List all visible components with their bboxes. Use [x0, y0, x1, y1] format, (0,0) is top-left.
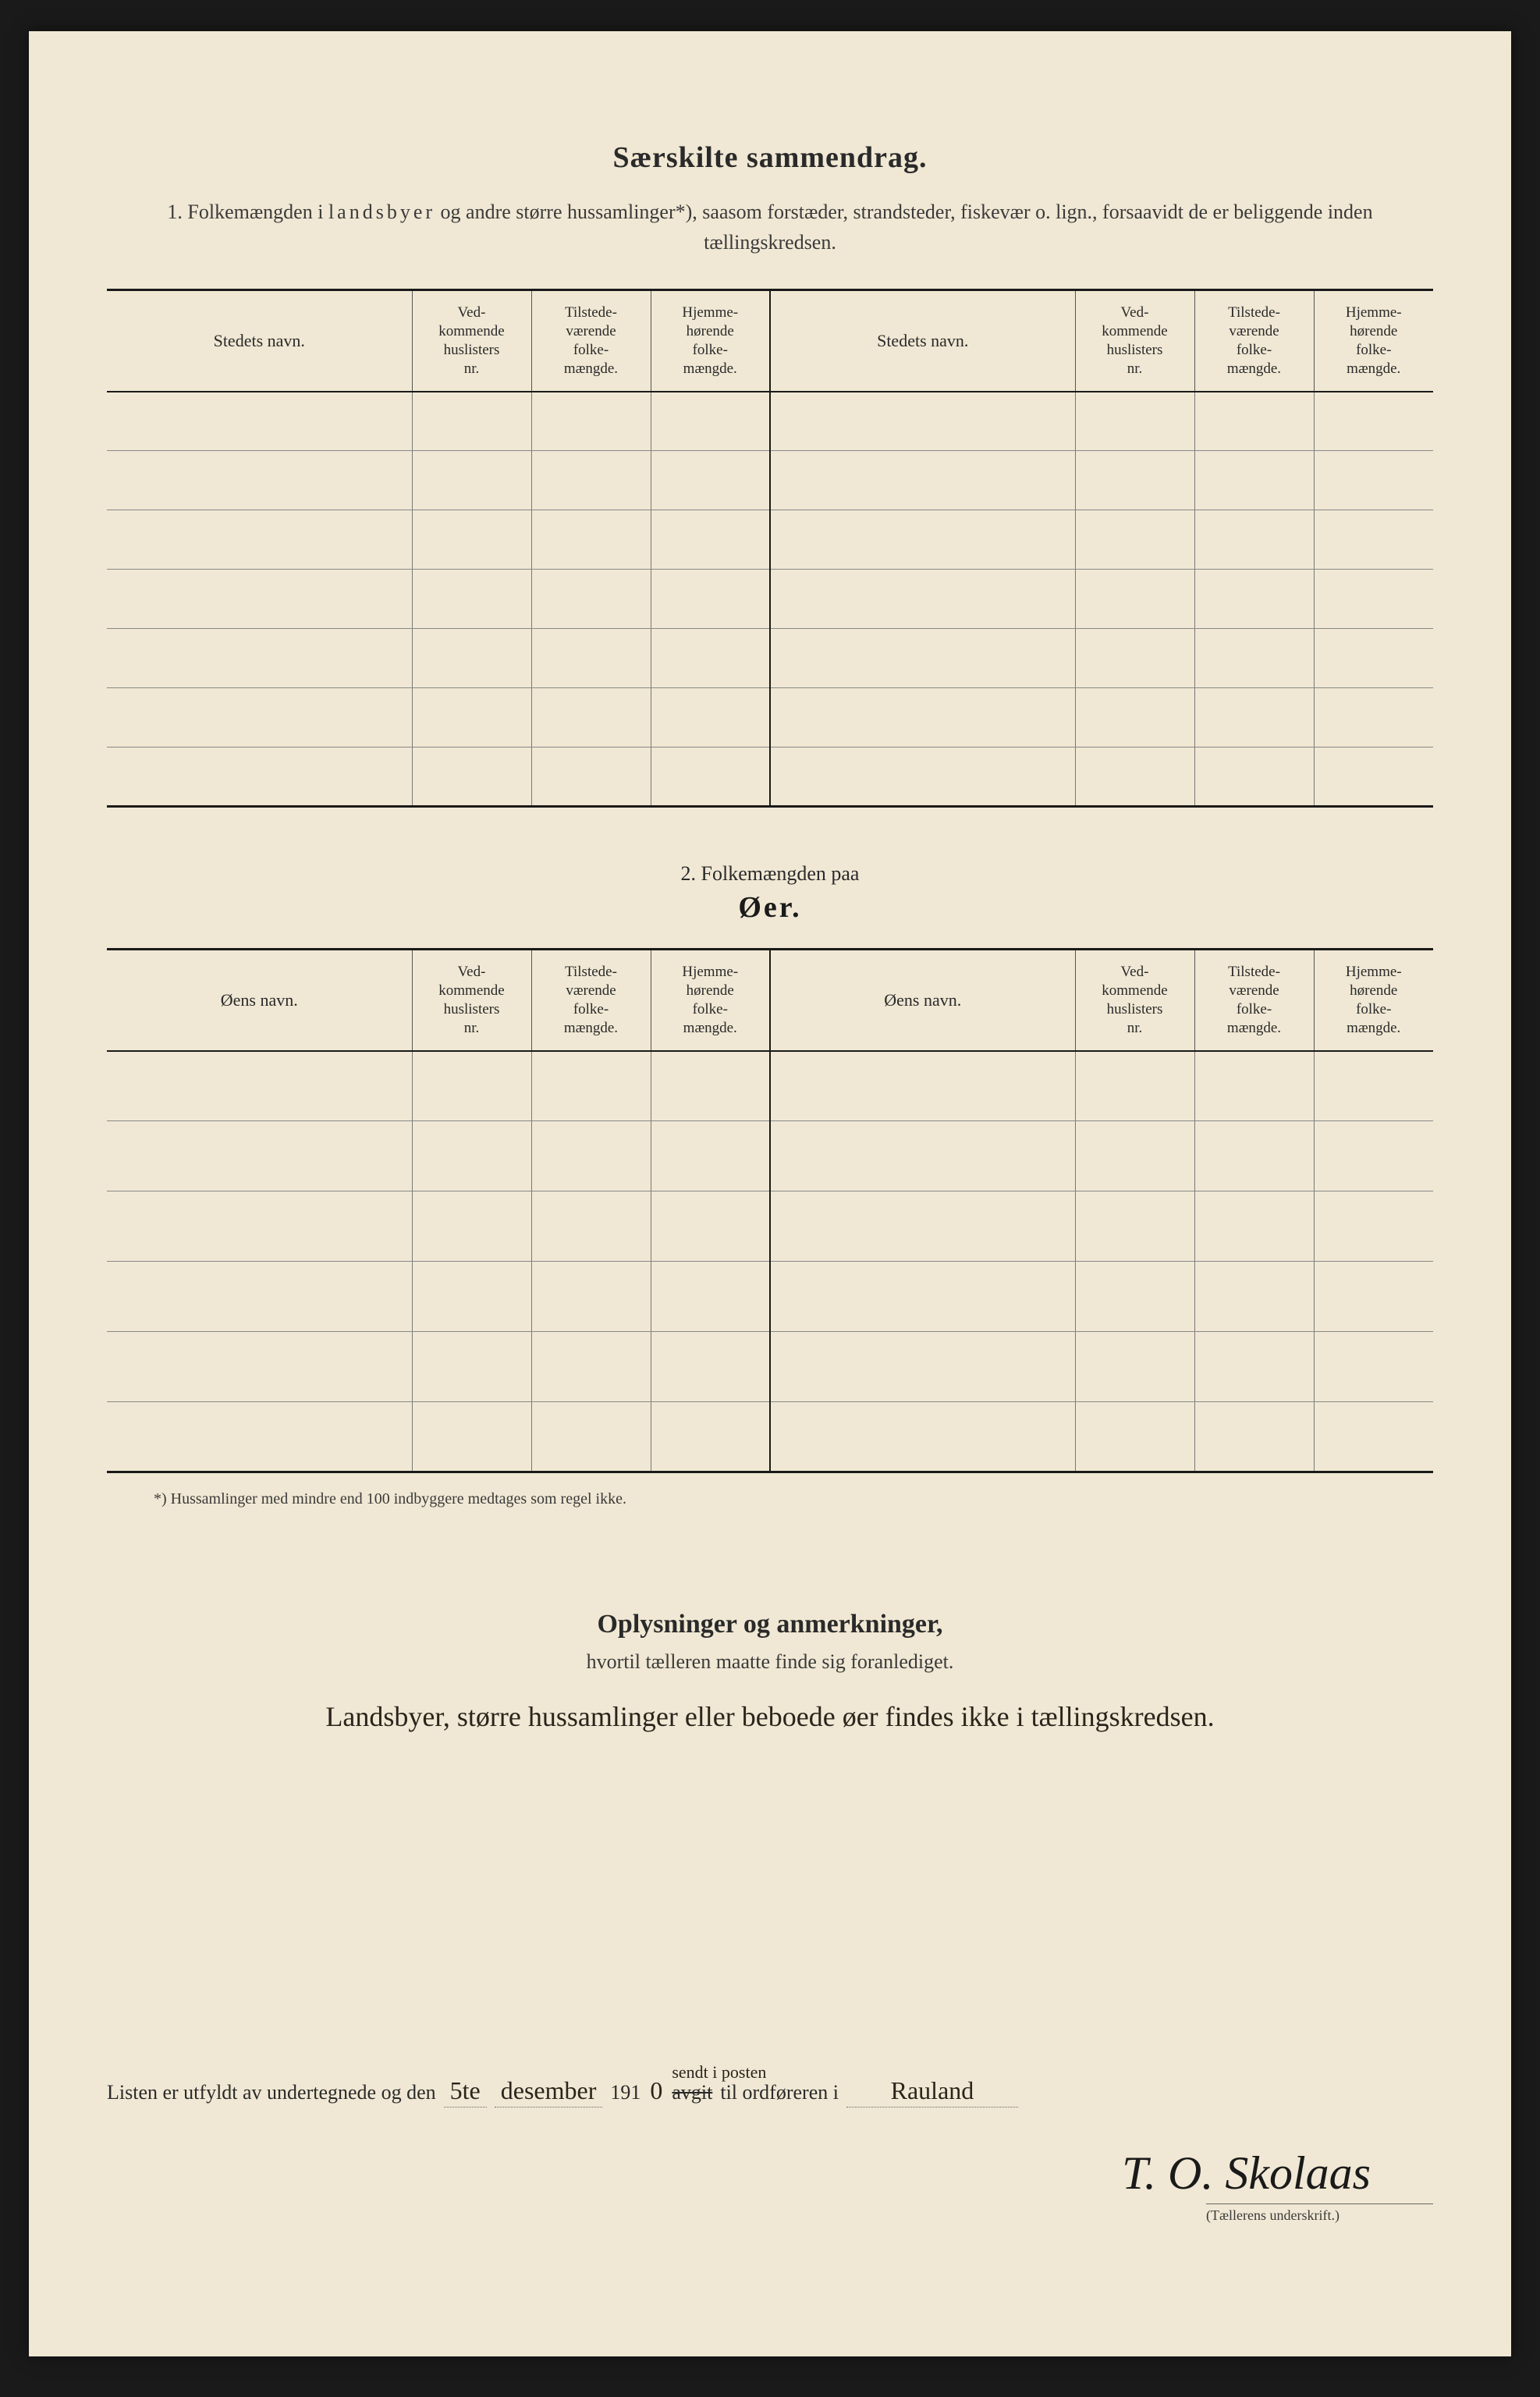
col-hjemme-2: Hjemme-hørendefolke-mængde. [1314, 290, 1433, 392]
table-row [107, 1402, 1433, 1472]
table-row [107, 1121, 1433, 1191]
col-hjemme-1b: Hjemme-hørendefolke-mængde. [651, 950, 770, 1051]
main-title: Særskilte sammendrag. [107, 140, 1433, 175]
table-row [107, 1051, 1433, 1121]
col-tilstede-2: Tilstede-værendefolke-mængde. [1194, 290, 1314, 392]
col-oens-navn-1: Øens navn. [107, 950, 412, 1051]
sig-above-struck: sendt i posten [672, 2062, 766, 2083]
signature-name: T. O. Skolaas [107, 2147, 1433, 2200]
col-huslisters-1: Ved-kommendehuslistersnr. [412, 290, 531, 392]
table-landsbyer: Stedets navn. Ved-kommendehuslistersnr. … [107, 289, 1433, 808]
sig-date-month: desember [495, 2076, 603, 2108]
section2-line1: 2. Folkemængden paa [107, 862, 1433, 886]
table1-header-row: Stedets navn. Ved-kommendehuslistersnr. … [107, 290, 1433, 392]
table-oer: Øens navn. Ved-kommendehuslistersnr. Til… [107, 948, 1433, 1473]
census-form-page: Særskilte sammendrag. 1. Folkemængden i … [29, 31, 1511, 2356]
table-row [107, 1262, 1433, 1332]
col-huslisters-2: Ved-kommendehuslistersnr. [1075, 290, 1194, 392]
table-row [107, 748, 1433, 807]
table-row [107, 392, 1433, 451]
table-row [107, 688, 1433, 748]
col-stedets-navn-2: Stedets navn. [770, 290, 1075, 392]
table-row [107, 570, 1433, 629]
table1-body [107, 392, 1433, 807]
section2-line2: Øer. [107, 890, 1433, 925]
table-row [107, 1191, 1433, 1262]
col-tilstede-1: Tilstede-værendefolke-mængde. [531, 290, 651, 392]
col-oens-navn-2: Øens navn. [770, 950, 1075, 1051]
table2-body [107, 1051, 1433, 1472]
signature-line: Listen er utfyldt av undertegnede og den… [107, 2076, 1433, 2108]
sig-date-day: 5te [444, 2076, 487, 2108]
signature-caption: (Tællerens underskrift.) [1206, 2203, 1433, 2224]
intro-rest: og andre større hussamlinger*), saasom f… [435, 201, 1373, 254]
remarks-subtitle: hvortil tælleren maatte finde sig foranl… [107, 1650, 1433, 1674]
col-hjemme-1: Hjemme-hørendefolke-mængde. [651, 290, 770, 392]
section2-header: 2. Folkemængden paa Øer. [107, 862, 1433, 925]
col-huslisters-1b: Ved-kommendehuslistersnr. [412, 950, 531, 1051]
signature-block: Listen er utfyldt av undertegnede og den… [107, 2076, 1433, 2224]
sig-year-hw: 0 [648, 2076, 664, 2105]
footnote: *) Hussamlinger med mindre end 100 indby… [154, 1490, 1433, 1508]
col-stedets-navn-1: Stedets navn. [107, 290, 412, 392]
remarks-handwritten: Landsbyer, større hussamlinger eller beb… [107, 1697, 1433, 1736]
table-row [107, 1332, 1433, 1402]
remarks-title: Oplysninger og anmerkninger, [107, 1610, 1433, 1639]
col-huslisters-2b: Ved-kommendehuslistersnr. [1075, 950, 1194, 1051]
sig-prefix: Listen er utfyldt av undertegnede og den [107, 2081, 436, 2104]
sig-struck: avgit [672, 2081, 712, 2104]
table-row [107, 510, 1433, 570]
col-tilstede-2b: Tilstede-værendefolke-mængde. [1194, 950, 1314, 1051]
sig-place: Rauland [846, 2076, 1018, 2108]
table-row [107, 629, 1433, 688]
intro-spaced: landsbyer [328, 201, 435, 223]
intro-prefix: 1. Folkemængden i [167, 201, 328, 223]
sig-mid: til ordføreren i [720, 2081, 839, 2104]
sig-year-print: 191 [610, 2081, 640, 2104]
section1-intro: 1. Folkemængden i landsbyer og andre stø… [107, 197, 1433, 257]
table-row [107, 451, 1433, 510]
col-tilstede-1b: Tilstede-værendefolke-mængde. [531, 950, 651, 1051]
table2-header-row: Øens navn. Ved-kommendehuslistersnr. Til… [107, 950, 1433, 1051]
col-hjemme-2b: Hjemme-hørendefolke-mængde. [1314, 950, 1433, 1051]
